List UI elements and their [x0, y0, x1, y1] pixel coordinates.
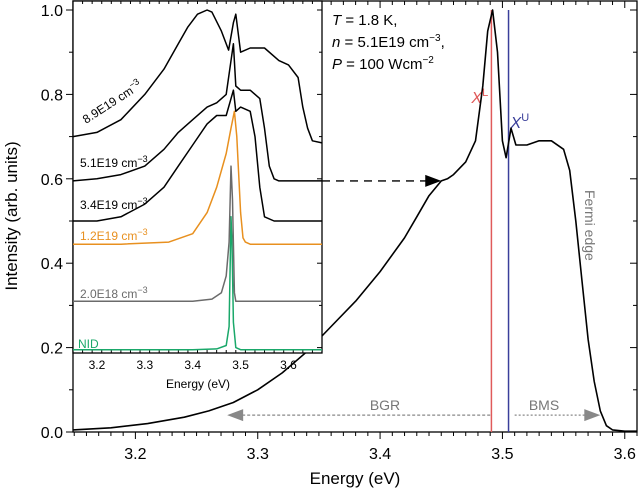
main-x-tick-label: 3.3	[247, 446, 269, 463]
inset-pointer-arrowhead	[425, 174, 442, 187]
condition-tail: ,	[441, 34, 445, 51]
inset-series-label-exponent: −3	[127, 76, 141, 90]
inset-x-tick-label: 3.6	[280, 358, 297, 372]
main-y-axis-label: Intensity (arb. units)	[2, 141, 21, 290]
inset-series-line	[73, 89, 322, 222]
inset-series-label-text: 3.4E19 cm	[80, 198, 137, 212]
inset-series-label: 2.0E18 cm−3	[80, 285, 148, 301]
main-x-tick-label: 3.5	[491, 446, 513, 463]
vline-label-sup: L	[482, 87, 488, 99]
main-y-tick-label: 0.2	[41, 341, 63, 358]
bms-arrowhead	[584, 409, 601, 422]
main-x-tick-label: 3.2	[124, 446, 146, 463]
bgr-label: BGR	[370, 397, 400, 413]
inset-series-line	[72, 43, 322, 182]
condition-text: P = 100 Wcm−2	[332, 55, 434, 73]
condition-value: = 5.1E19 cm	[340, 34, 429, 51]
main-x-tick-label: 3.6	[614, 446, 636, 463]
condition-exponent: −3	[429, 33, 441, 44]
vline-label-sup: U	[521, 112, 529, 124]
inset-x-tick-label: 3.4	[184, 358, 201, 372]
bms-label: BMS	[529, 397, 559, 413]
inset-series-line	[73, 110, 322, 245]
inset-series-label-exponent: −3	[137, 154, 147, 164]
inset-series-line	[72, 9, 323, 144]
inset-series-line	[73, 165, 322, 302]
inset-series-label: 5.1E19 cm−3	[80, 154, 148, 170]
condition-variable: T	[332, 12, 343, 29]
inset-series-label-text: NID	[78, 337, 99, 351]
inset-x-tick-label: 3.2	[89, 358, 106, 372]
inset-series-line	[73, 216, 322, 351]
inset-series-label-text: 5.1E19 cm	[80, 156, 137, 170]
main-series-line	[72, 9, 637, 432]
inset-series-label-text: 1.2E19 cm	[80, 229, 137, 243]
inset-series-label: 3.4E19 cm−3	[80, 196, 148, 212]
main-x-tick-label: 3.4	[369, 446, 391, 463]
main-y-tick-label: 1.0	[41, 3, 63, 20]
main-y-tick-label: 0.6	[41, 172, 63, 189]
vline-label-XU: XU	[510, 112, 530, 132]
main-y-tick-label: 0.4	[41, 256, 63, 273]
inset-series-label-exponent: −3	[137, 285, 147, 295]
fermi-edge-label: Fermi edge	[582, 190, 598, 261]
condition-exponent: −2	[422, 55, 434, 66]
inset-series-label-exponent: −3	[137, 227, 147, 237]
vline-label-XL: XL	[470, 87, 488, 107]
condition-text: T = 1.8 K,	[332, 12, 397, 29]
inset-series-label-exponent: −3	[137, 196, 147, 206]
inset-x-tick-label: 3.5	[232, 358, 249, 372]
condition-value: = 1.8 K,	[341, 12, 397, 29]
main-y-tick-label: 0.8	[41, 87, 63, 104]
condition-value: = 100 Wcm	[342, 56, 422, 73]
condition-text: n = 5.1E19 cm−3,	[332, 33, 445, 51]
condition-variable: n	[332, 34, 340, 51]
inset-series-label: NID	[78, 337, 99, 351]
inset-series-label: 1.2E19 cm−3	[80, 227, 148, 243]
main-y-tick-label: 0.0	[41, 425, 63, 442]
bgr-arrowhead	[227, 409, 244, 422]
inset-chart: 3.2 3.3 3.4 3.5 3.68.9E19 cm−35.1E19 cm−33.4…	[72, 0, 323, 372]
inset-x-tick-label: 3.3	[136, 358, 153, 372]
inset-series-label-text: 2.0E18 cm	[80, 287, 137, 301]
main-x-axis-label: Energy (eV)	[310, 469, 401, 488]
inset-x-axis-label: Energy (eV)	[166, 377, 230, 391]
condition-variable: P	[332, 56, 342, 73]
inset-frame	[72, 0, 323, 354]
